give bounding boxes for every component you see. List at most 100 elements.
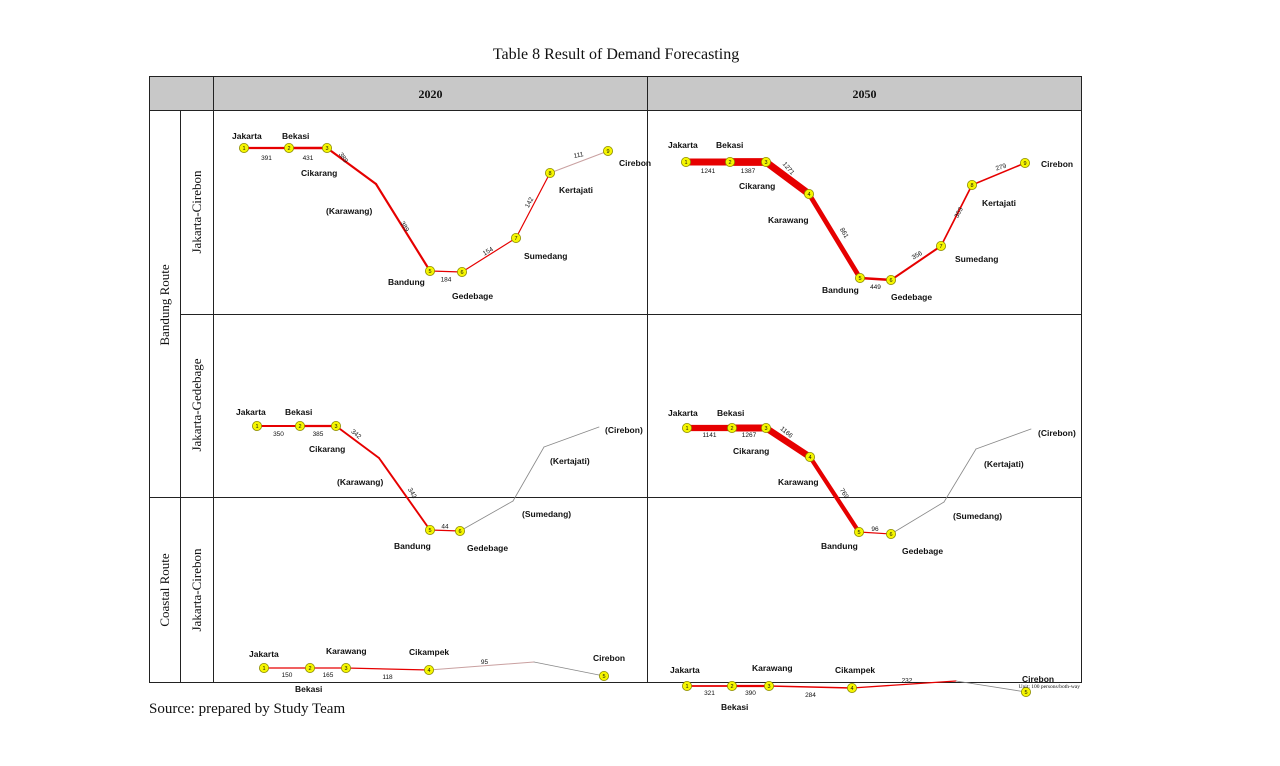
route-segment: [858, 276, 893, 282]
station-label: Cikarang: [301, 168, 337, 178]
station-label: (Sumedang): [522, 509, 571, 519]
segment-value-label: 1387: [741, 168, 756, 175]
route-diagram-svg: 350 385 342 342 44 1 Jakarta 2 Bekasi 3 Cikarang (K…: [236, 407, 643, 553]
station-marker: [935, 240, 946, 251]
diagram-bandung-jakarta-cirebon-2020: 391 431 389 389 184 154 142 111 1 Jakarta 2 Bekasi 3…: [214, 111, 651, 314]
station-label: (Karawang): [326, 206, 372, 216]
station-label: Jakarta: [249, 649, 279, 659]
station-number: 6: [889, 278, 892, 284]
segment-value-label: 342: [406, 487, 418, 500]
segment-value-label: 96: [871, 526, 879, 533]
station-label: Jakarta: [232, 131, 262, 141]
row-group-bandung: Bandung Route: [157, 264, 172, 346]
station-number: 4: [807, 192, 810, 198]
station-label: Sumedang: [955, 254, 998, 264]
route-segment: [851, 680, 957, 689]
station-label: Cirebon: [593, 653, 625, 663]
station-number: 3: [344, 666, 347, 672]
station-marker: [846, 682, 857, 693]
segment-value-label: 431: [303, 155, 314, 162]
station-number: 7: [514, 236, 517, 242]
station-label: Bandung: [821, 541, 858, 551]
row-divider-2: [150, 497, 1081, 498]
route-segment: [461, 237, 517, 273]
station-marker: [456, 266, 467, 277]
segment-value-label: 385: [313, 431, 324, 438]
station-marker: [853, 526, 864, 537]
station-number: 2: [730, 684, 733, 690]
station-marker: [854, 272, 865, 283]
segment-value-label: 389: [399, 220, 411, 233]
segment-value-label: 154: [482, 246, 495, 258]
segment-value-label: 356: [911, 250, 924, 262]
station-marker: [966, 180, 977, 191]
station-number: 2: [728, 160, 731, 166]
segment-value-label: 769: [838, 487, 850, 500]
station-marker: [885, 274, 896, 285]
row-divider-1: [180, 314, 1081, 315]
station-number: 5: [858, 276, 861, 282]
station-label: Karawang: [752, 663, 793, 673]
station-label: Bekasi: [716, 140, 743, 150]
station-marker: [322, 143, 333, 154]
route-segment: [890, 245, 942, 281]
route-segment: [515, 172, 551, 239]
station-number: 5: [1024, 690, 1027, 696]
station-number: 1: [262, 666, 265, 672]
segment-value-label: 111: [573, 151, 584, 160]
station-label: (Sumedang): [953, 511, 1002, 521]
route-segment: [549, 150, 609, 174]
route-diagram-svg: 321 390 284 232 1 Jakarta 2 Bekasi 3 Karawang 4 Cik…: [670, 663, 1054, 712]
station-label: Bandung: [394, 541, 431, 551]
segment-value-label: 390: [745, 690, 756, 697]
route-segment: [429, 270, 463, 273]
station-number: 3: [764, 426, 767, 432]
route-segment: [975, 428, 1032, 450]
station-label: Cikarang: [309, 444, 345, 454]
route-segment: [345, 667, 430, 671]
segment-value-label: 350: [273, 431, 284, 438]
segment-value-label: 279: [995, 162, 1008, 172]
segment-value-label: 861: [838, 227, 850, 240]
station-number: 1: [685, 684, 688, 690]
segment-value-label: 449: [870, 284, 881, 291]
station-number: 9: [1023, 161, 1026, 167]
route-segment: [335, 425, 380, 459]
station-label: (Cirebon): [605, 425, 643, 435]
stub-header-bg: [150, 77, 213, 110]
station-label: Karawang: [768, 215, 809, 225]
station-label: Cikampek: [835, 665, 875, 675]
route-segment: [428, 661, 535, 671]
segment-value-label: 1141: [703, 432, 717, 439]
station-marker: [454, 525, 465, 536]
route-segment: [325, 146, 378, 186]
segment-value-label: 95: [481, 659, 489, 666]
station-label: Gedebage: [891, 292, 932, 302]
station-marker: [238, 143, 249, 154]
station-label: Cikampek: [409, 647, 449, 657]
station-label: Karawang: [778, 477, 819, 487]
station-marker: [284, 143, 295, 154]
station-label: Bekasi: [282, 131, 309, 141]
station-marker: [803, 189, 814, 200]
route-diagram-svg: 391 431 3893891841541421111Jakarta2Bekasi3…: [232, 131, 651, 301]
route-segment: [762, 158, 813, 198]
station-marker: [885, 528, 896, 539]
route-segment: [858, 531, 892, 535]
segment-value-label: 1241: [701, 168, 716, 175]
station-marker: [682, 423, 693, 434]
segment-value-label: 342: [349, 428, 362, 441]
segment-value-label: 142: [524, 196, 535, 209]
station-label: Gedebage: [452, 291, 493, 301]
station-marker: [252, 421, 263, 432]
segment-value-label: 184: [441, 277, 452, 284]
station-number: 5: [857, 530, 860, 536]
station-marker: [725, 157, 736, 168]
station-number: 3: [325, 146, 328, 152]
station-marker: [423, 664, 434, 675]
row-group-coastal: Coastal Route: [157, 553, 172, 627]
station-marker: [761, 423, 772, 434]
station-marker: [259, 662, 270, 673]
station-marker: [1020, 686, 1031, 697]
route-segment: [768, 685, 853, 689]
